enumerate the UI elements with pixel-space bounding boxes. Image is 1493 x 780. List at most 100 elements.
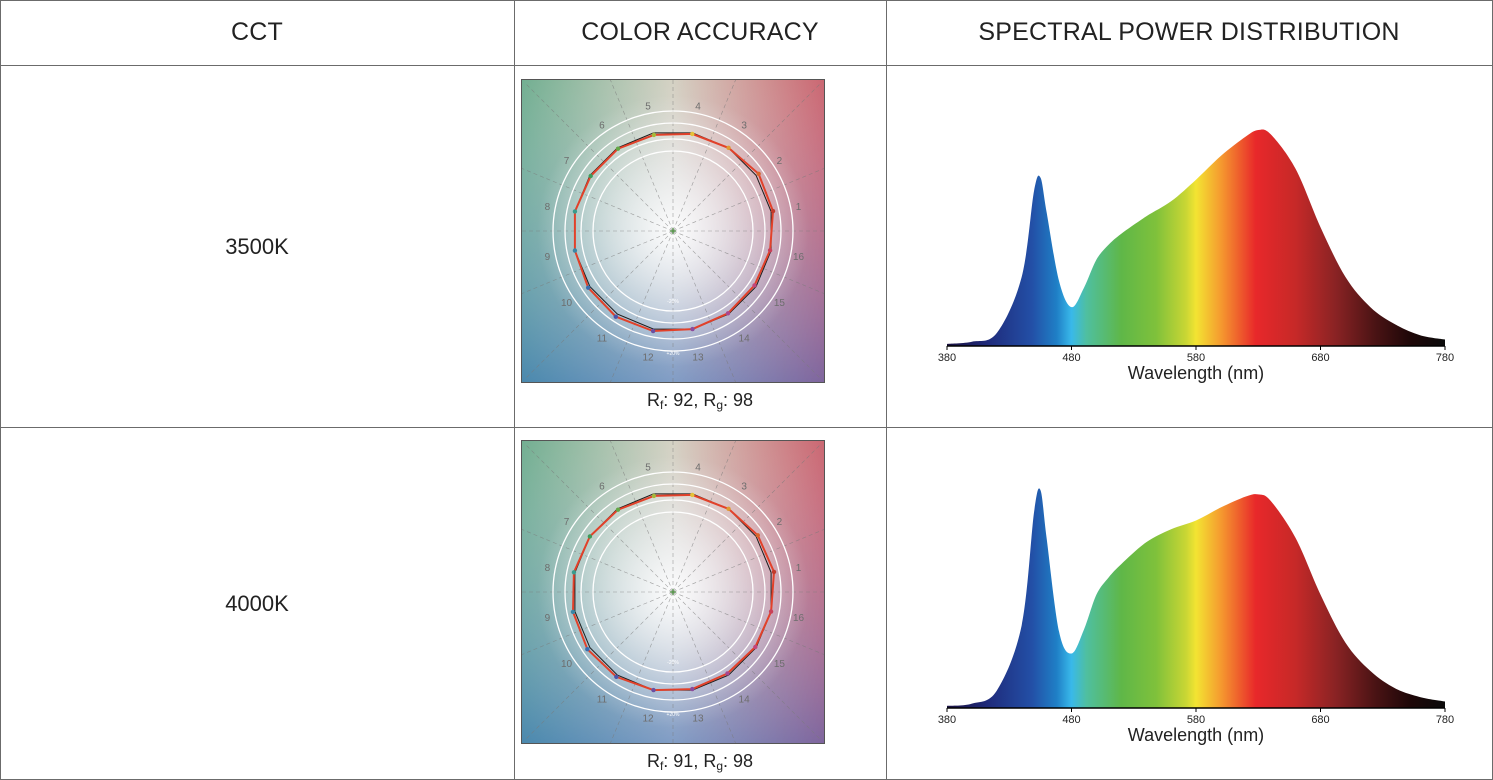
hue-bin-vector-marker xyxy=(726,506,731,512)
hue-bin-label: 10 xyxy=(561,659,573,670)
hue-bin-label: 11 xyxy=(597,694,608,705)
hue-bin-label: 4 xyxy=(695,101,701,112)
reference-ring xyxy=(592,511,754,673)
fidelity-gamut-metrics: Rf: 91, Rg: 98 xyxy=(514,751,886,773)
x-tick-label: 580 xyxy=(1187,352,1205,364)
ring-label-minus: -20% xyxy=(667,299,679,305)
cct-value: 3500K xyxy=(225,233,289,259)
hue-bin-vector-marker xyxy=(690,492,695,498)
hue-bin-label: 1 xyxy=(796,202,802,213)
rg-label: R xyxy=(703,751,717,771)
hue-bin-vector-marker xyxy=(690,326,695,332)
hue-bin-vector-marker xyxy=(690,686,695,692)
reference-ring xyxy=(564,483,782,701)
header-cct: CCT xyxy=(231,18,283,46)
color-vector-graphic: 1 2 3 4 5 6 7 8 9 10 11 12 13 14 15 16 -20% +20% xyxy=(521,440,825,744)
rf-label: R xyxy=(646,751,660,771)
hue-bin-label: 8 xyxy=(545,202,551,213)
x-tick-label: 680 xyxy=(1311,714,1329,726)
hue-bin-vector-marker xyxy=(756,171,761,176)
hue-bin-label: 8 xyxy=(545,563,551,574)
hue-bin-label: 2 xyxy=(777,156,783,167)
radial-line xyxy=(672,230,736,382)
spectral-area xyxy=(947,129,1445,346)
hue-bin-vector-marker xyxy=(726,145,731,151)
fidelity-gamut-metrics: Rf: 92, Rg: 98 xyxy=(514,390,886,412)
grid-line-row xyxy=(0,427,1493,428)
grid-line-left xyxy=(0,0,1,780)
hue-bin-vector-marker xyxy=(725,671,730,676)
hue-bin-label: 3 xyxy=(741,121,747,132)
hue-bin-label: 2 xyxy=(777,517,783,528)
hue-bin-vector-marker xyxy=(690,131,695,137)
rg-subscript: g xyxy=(716,398,724,412)
radial-line xyxy=(672,80,736,232)
hue-bin-vector-marker xyxy=(585,647,590,652)
spectral-area xyxy=(947,488,1445,708)
hue-bin-vector-marker xyxy=(613,314,618,319)
x-tick-label: 580 xyxy=(1187,714,1205,726)
hue-bin-label: 9 xyxy=(545,613,551,624)
hue-bin-vector-marker xyxy=(614,674,619,680)
hue-bin-label: 10 xyxy=(561,298,573,309)
center-marker xyxy=(670,228,676,234)
hue-bin-label: 9 xyxy=(545,252,551,263)
reference-ring xyxy=(592,150,754,312)
center-marker xyxy=(670,589,676,595)
rf-value: : 92, xyxy=(663,390,704,410)
x-tick-label: 380 xyxy=(938,352,956,364)
radial-line xyxy=(524,591,674,741)
hue-bin-vector-marker xyxy=(571,570,577,575)
radial-line xyxy=(610,80,674,232)
reference-ring xyxy=(564,122,782,340)
hue-bin-label: 5 xyxy=(645,462,651,473)
rg-value: : 98 xyxy=(723,390,754,410)
hue-bin-vector-marker xyxy=(588,173,593,179)
hue-bin-label: 1 xyxy=(796,563,802,574)
x-tick-label: 780 xyxy=(1436,714,1454,726)
hue-bin-label: 6 xyxy=(599,482,605,493)
hue-bin-label: 15 xyxy=(774,298,786,309)
radial-line xyxy=(672,443,822,593)
grid-line-col2 xyxy=(886,0,887,780)
hue-bin-label: 12 xyxy=(642,714,654,725)
cct-value: 4000K xyxy=(225,590,289,616)
hue-bin-label: 13 xyxy=(692,353,704,364)
hue-bin-label: 7 xyxy=(564,156,570,167)
ring-label-minus: -20% xyxy=(667,660,679,666)
hue-bin-vector-marker xyxy=(725,311,731,316)
radial-line xyxy=(610,230,674,382)
hue-bin-label: 13 xyxy=(692,714,704,725)
x-tick-label: 480 xyxy=(1062,714,1080,726)
hue-bin-vector-marker xyxy=(572,209,578,214)
rf-subscript: f xyxy=(659,398,664,412)
grid-line-top xyxy=(0,0,1493,1)
reference-ring xyxy=(552,110,794,352)
hue-bin-vector-marker xyxy=(585,285,591,290)
hue-bin-label: 16 xyxy=(793,252,805,263)
hue-bin-vector-marker xyxy=(770,208,776,214)
hue-bin-vector-marker xyxy=(768,609,774,614)
rg-label: R xyxy=(703,390,717,410)
hue-bin-label: 14 xyxy=(739,333,751,344)
rf-label: R xyxy=(646,390,660,410)
hue-bin-vector-marker xyxy=(651,687,656,693)
header-spectral-power-distribution: SPECTRAL POWER DISTRIBUTION xyxy=(978,18,1400,46)
hue-bin-vector-marker xyxy=(771,569,777,575)
hue-bin-vector-marker xyxy=(570,609,576,615)
ring-label-plus: +20% xyxy=(667,712,680,718)
hue-bin-vector-marker xyxy=(753,644,758,650)
spectral-power-chart: 380 480 580 680 780 Wavelength (nm) xyxy=(938,488,1454,745)
reference-ring xyxy=(580,499,766,685)
hue-bin-vector-marker xyxy=(615,146,621,151)
hue-bin-vector-marker xyxy=(587,534,593,539)
spectral-power-chart: 380 480 580 680 780 Wavelength (nm) xyxy=(938,129,1454,383)
hue-bin-label: 11 xyxy=(597,333,608,344)
hue-bin-label: 3 xyxy=(741,482,747,493)
x-tick-label: 780 xyxy=(1436,352,1454,364)
hue-bin-vector-marker xyxy=(650,328,656,334)
x-tick-label: 680 xyxy=(1311,352,1329,364)
